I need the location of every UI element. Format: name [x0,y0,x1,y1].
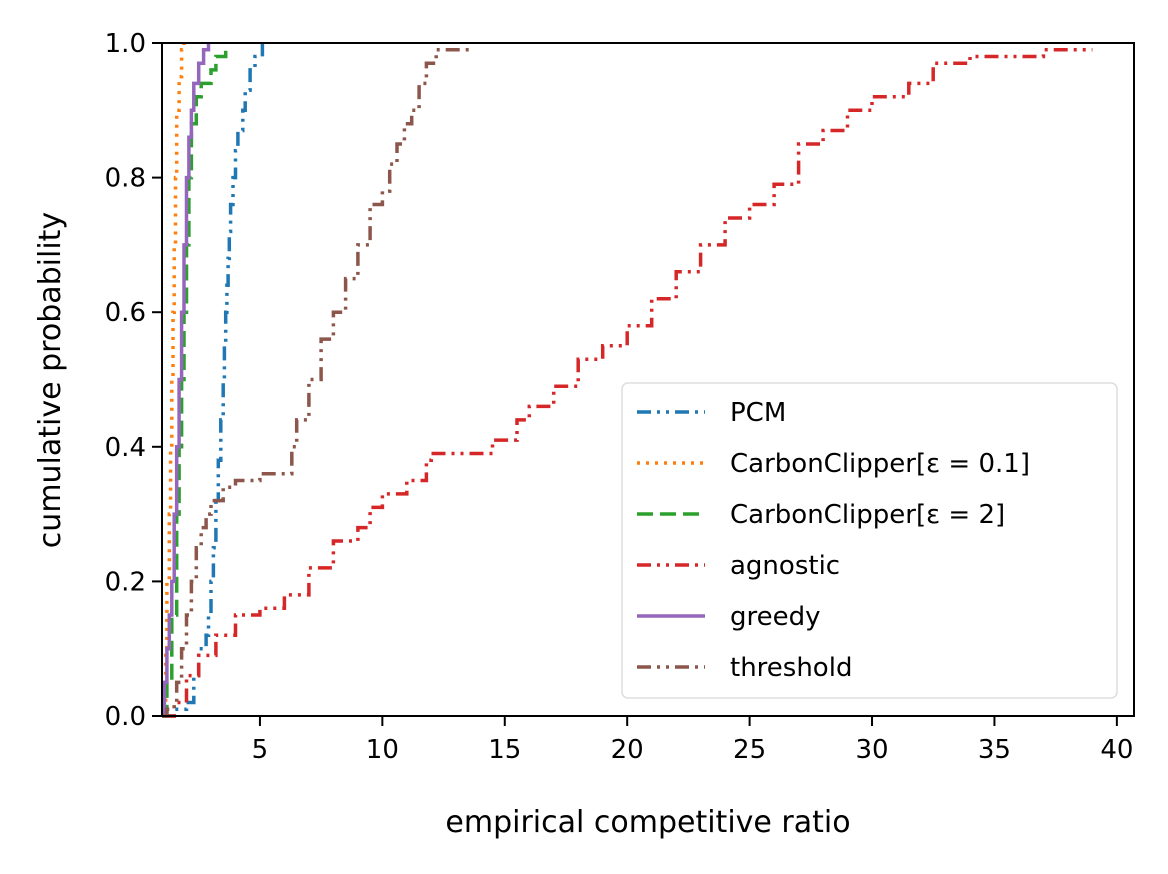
legend-label: CarbonClipper[ε = 0.1] [730,449,1030,479]
y-tick-label: 0.6 [105,298,146,328]
y-axis-ticks: 0.0 0.2 0.4 0.6 0.8 1.0 [105,29,162,732]
y-tick-label: 1.0 [105,29,146,59]
y-tick-label: 0.8 [105,164,146,194]
x-axis-ticks: 5 10 15 20 25 30 35 40 [252,716,1133,765]
x-tick-label: 30 [855,735,888,765]
y-tick-label: 0.0 [105,702,146,732]
x-tick-label: 20 [611,735,644,765]
x-tick-label: 15 [488,735,521,765]
x-tick-label: 35 [978,735,1011,765]
series-line-greedy [162,43,211,718]
y-tick-label: 0.2 [105,567,146,597]
legend-label: PCM [730,398,786,428]
x-axis-title: empirical competitive ratio [445,805,850,840]
legend-box [621,382,1118,699]
x-tick-label: 5 [252,735,269,765]
legend-label: agnostic [730,551,840,581]
series-line-agnostic [162,47,1093,718]
legend-label: threshold [730,653,852,683]
series-line-threshold [162,47,471,718]
x-tick-label: 40 [1100,735,1133,765]
y-axis-title: cumulative probability [33,212,68,548]
legend-label: CarbonClipper[ε = 2] [730,500,1005,530]
plot-curves [162,43,1093,718]
plot-frame [161,42,1135,717]
legend-label: greedy [730,602,821,632]
x-tick-label: 25 [733,735,766,765]
legend: PCM CarbonClipper[ε = 0.1] CarbonClipper[ε… [621,382,1118,699]
y-tick-label: 0.4 [105,433,146,463]
x-tick-label: 10 [366,735,399,765]
series-line-carbonclipper-0-1- [162,43,186,718]
